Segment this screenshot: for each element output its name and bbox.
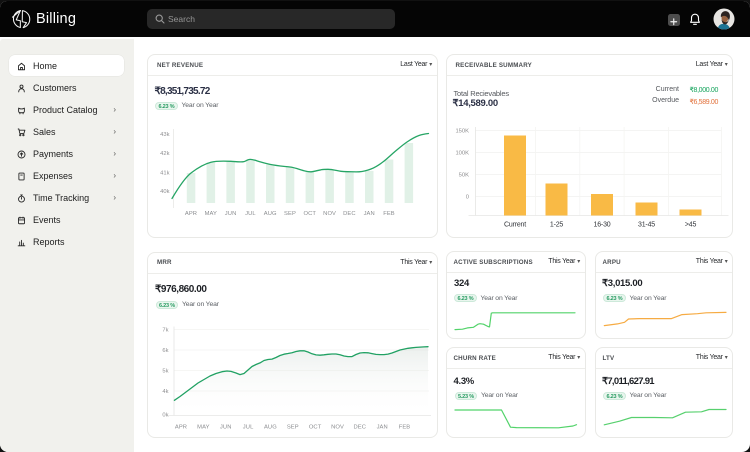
svg-text:7k: 7k xyxy=(162,328,168,334)
svg-text:>45: >45 xyxy=(684,222,696,229)
svg-text:SEP: SEP xyxy=(287,425,299,431)
svg-text:OCT: OCT xyxy=(304,211,317,217)
svg-text:31-45: 31-45 xyxy=(638,222,655,229)
svg-text:JAN: JAN xyxy=(377,425,388,431)
svg-text:JUN: JUN xyxy=(220,425,232,431)
svg-text:100K: 100K xyxy=(455,151,469,157)
svg-text:FEB: FEB xyxy=(383,211,395,217)
svg-text:DEC: DEC xyxy=(343,211,356,217)
svg-text:0k: 0k xyxy=(162,413,168,419)
svg-text:50K: 50K xyxy=(458,173,468,179)
svg-text:42k: 42k xyxy=(160,151,169,157)
svg-text:MAY: MAY xyxy=(197,425,209,431)
svg-text:OCT: OCT xyxy=(309,425,322,431)
svg-text:MAY: MAY xyxy=(205,211,217,217)
svg-text:JUL: JUL xyxy=(243,425,254,431)
svg-text:150K: 150K xyxy=(455,129,469,135)
svg-text:41k: 41k xyxy=(160,170,169,176)
svg-text:43k: 43k xyxy=(160,132,169,138)
svg-text:Current: Current xyxy=(504,222,526,229)
svg-text:NOV: NOV xyxy=(331,425,344,431)
svg-text:FEB: FEB xyxy=(399,425,411,431)
svg-text:4k: 4k xyxy=(162,389,168,395)
svg-text:APR: APR xyxy=(175,425,187,431)
svg-text:5k: 5k xyxy=(162,369,168,375)
svg-text:JUL: JUL xyxy=(245,211,256,217)
svg-text:DEC: DEC xyxy=(354,425,367,431)
svg-text:JUN: JUN xyxy=(225,211,237,217)
svg-text:1-25: 1-25 xyxy=(549,222,563,229)
svg-text:0: 0 xyxy=(465,195,468,201)
svg-text:APR: APR xyxy=(185,211,197,217)
svg-text:JAN: JAN xyxy=(364,211,375,217)
svg-text:AUG: AUG xyxy=(264,211,277,217)
svg-text:NOV: NOV xyxy=(323,211,336,217)
svg-text:AUG: AUG xyxy=(264,425,277,431)
svg-text:40k: 40k xyxy=(160,189,169,195)
svg-text:6k: 6k xyxy=(162,348,168,354)
svg-text:16-30: 16-30 xyxy=(593,222,610,229)
svg-text:SEP: SEP xyxy=(284,211,296,217)
